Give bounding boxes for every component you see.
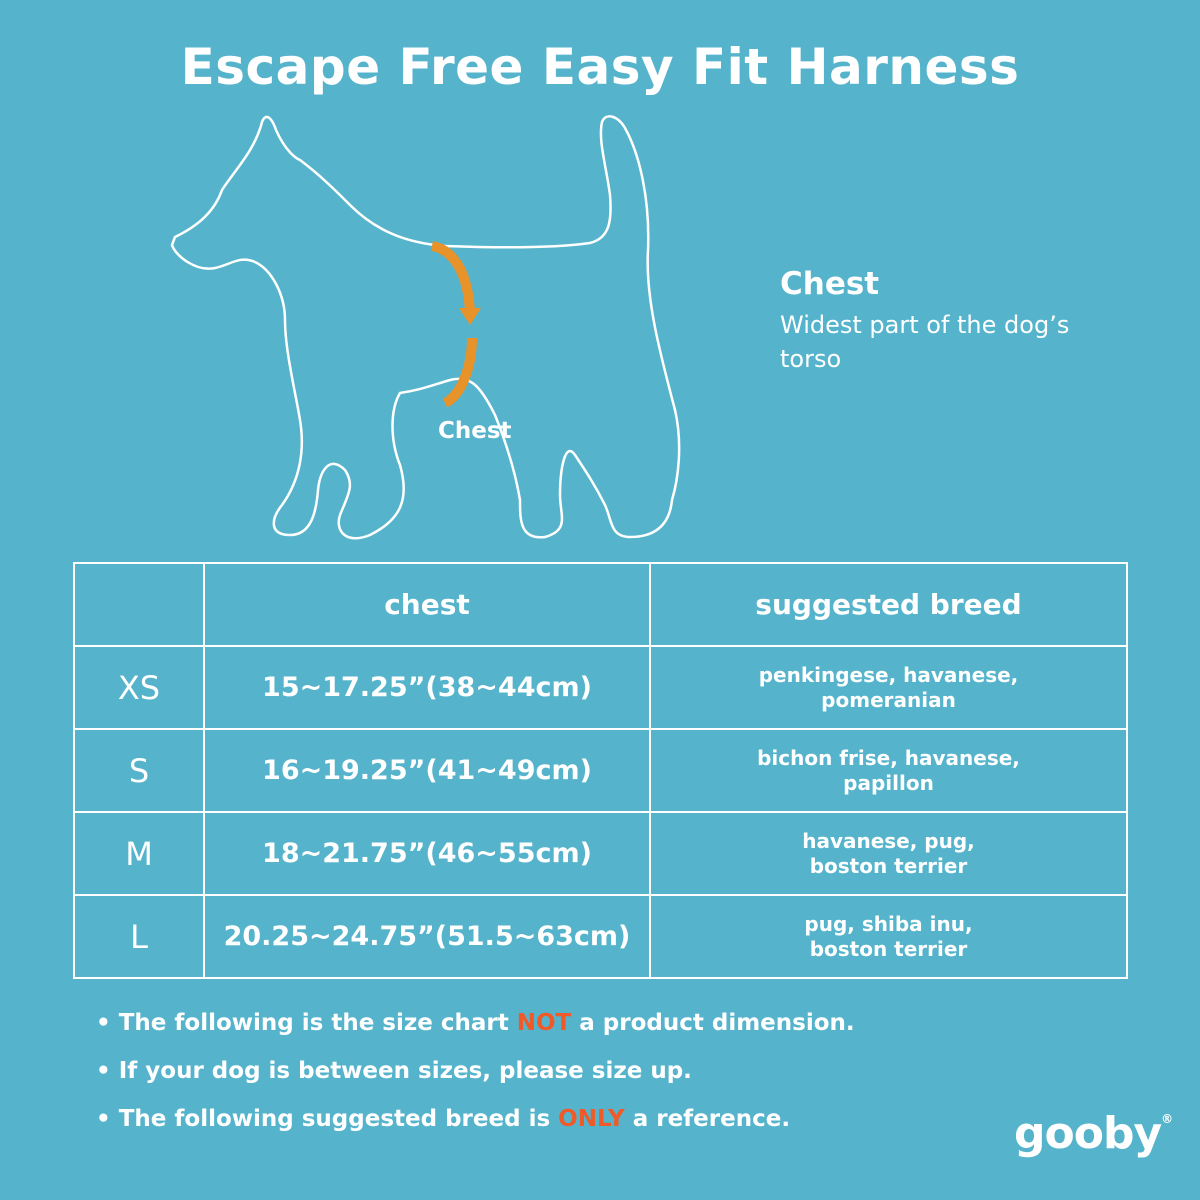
note-item: • If your dog is between sizes, please s… [96,1058,692,1084]
breed-line: boston terrier [809,853,968,878]
size-cell: M [73,811,205,896]
size-cell: XS [73,645,205,730]
header-chest: chest [203,562,651,647]
size-cell: S [73,728,205,813]
table-header-row: chest suggested breed [73,562,1128,647]
breed-line: penkingese, havanese, [758,662,1019,687]
page-title: Escape Free Easy Fit Harness [180,38,1020,96]
chest-arrow-top [430,241,475,313]
breed-line: pomeranian [821,687,956,712]
note-text: a reference. [624,1106,791,1132]
dog-outline-illustration [170,115,681,540]
table-row: S 16~19.25”(41~49cm) bichon frise, havan… [73,728,1128,813]
note-text: The following suggested breed is [118,1106,559,1132]
note-highlight: NOT [516,1010,572,1036]
table-row: XS 15~17.25”(38~44cm) penkingese, havane… [73,645,1128,730]
breed-line: papillon [843,770,934,795]
breed-cell: havanese, pug, boston terrier [649,811,1128,896]
chest-cell: 16~19.25”(41~49cm) [203,728,651,813]
chest-description: Widest part of the dog’s torso [780,311,1070,373]
breed-line: boston terrier [809,936,968,961]
chest-cell: 18~21.75”(46~55cm) [203,811,651,896]
note-text: a product dimension. [571,1010,855,1036]
breed-line: havanese, pug, [802,828,975,853]
size-chart-table: chest suggested breed XS 15~17.25”(38~44… [73,562,1128,979]
note-item: • The following is the size chart NOT a … [96,1010,855,1036]
chest-heading: Chest [780,266,880,302]
chest-cell: 20.25~24.75”(51.5~63cm) [203,894,651,979]
breed-cell: bichon frise, havanese, papillon [649,728,1128,813]
breed-cell: pug, shiba inu, boston terrier [649,894,1128,979]
chest-cell: 15~17.25”(38~44cm) [203,645,651,730]
chest-diagram-label: Chest [438,418,512,444]
note-item: • The following suggested breed is ONLY … [96,1106,791,1132]
note-highlight: ONLY [558,1106,625,1132]
header-breed: suggested breed [649,562,1128,647]
gooby-logo: gooby® [1014,1108,1173,1159]
note-text: The following is the size chart [118,1010,517,1036]
size-cell: L [73,894,205,979]
table-row: L 20.25~24.75”(51.5~63cm) pug, shiba inu… [73,894,1128,979]
breed-cell: penkingese, havanese, pomeranian [649,645,1128,730]
registered-mark: ® [1161,1112,1173,1126]
dog-outline [170,115,681,540]
logo-text: gooby [1014,1108,1162,1159]
notes-list: • The following is the size chart NOT a … [96,1010,855,1154]
header-size [73,562,205,647]
breed-line: bichon frise, havanese, [757,745,1020,770]
chest-arrow-bottom [442,337,477,408]
note-text: If your dog is between sizes, please siz… [118,1058,692,1084]
chest-arrow-head [459,308,481,325]
table-row: M 18~21.75”(46~55cm) havanese, pug, bosto… [73,811,1128,896]
breed-line: pug, shiba inu, [804,911,973,936]
